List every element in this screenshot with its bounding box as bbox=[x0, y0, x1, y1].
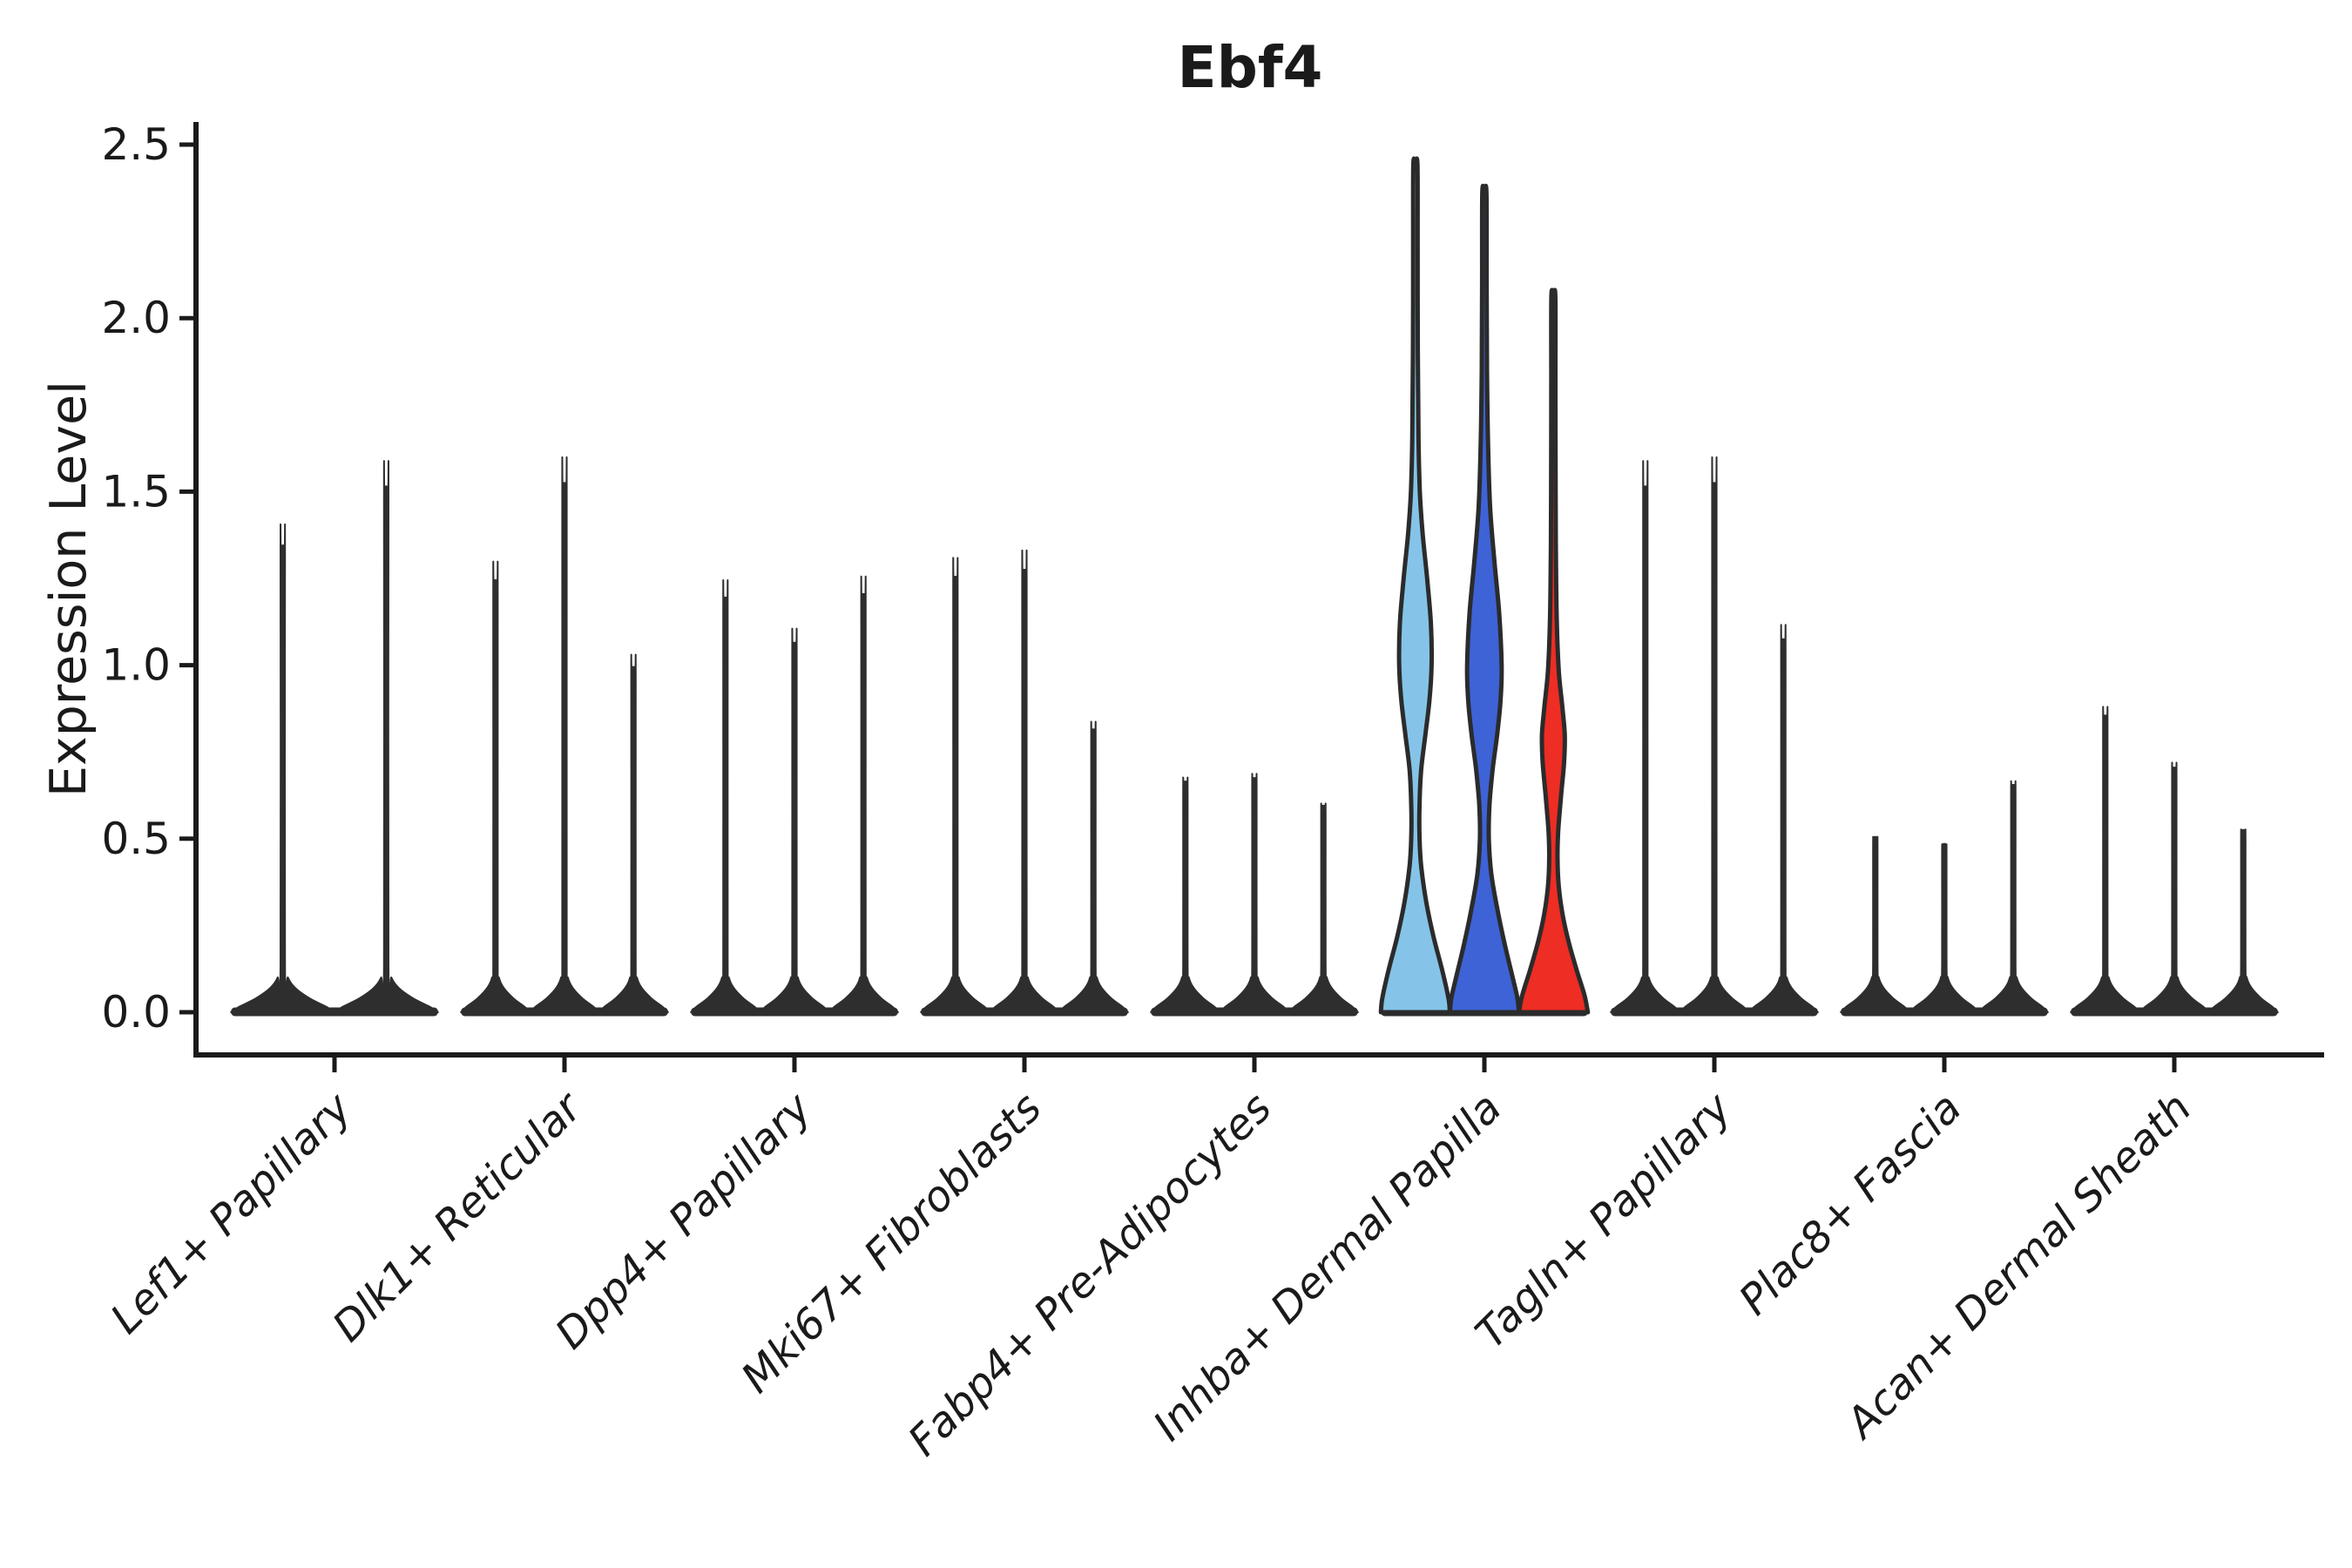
violin-2-of-fabp4 bbox=[1219, 773, 1290, 1013]
x-tick-label: Plac8+ Fascia bbox=[1730, 1084, 1971, 1325]
violin-2-of-dlk1 bbox=[529, 456, 600, 1013]
violin-1-of-tagln bbox=[1610, 460, 1681, 1013]
violin-1-of-acan bbox=[2070, 706, 2141, 1013]
y-tick-label: 0.5 bbox=[101, 814, 171, 864]
violin-2-of-dpp4 bbox=[759, 627, 830, 1013]
y-tick-label: 2.0 bbox=[101, 293, 171, 343]
violin-2-of-plac8 bbox=[1909, 842, 1980, 1013]
violin-2-of-lef1 bbox=[334, 460, 439, 1013]
violin-3-of-inhba bbox=[1517, 287, 1591, 1015]
violin-3-of-mki67 bbox=[1058, 720, 1129, 1013]
x-tick-label: Dlk1+ Reticular bbox=[323, 1082, 593, 1352]
violin-3-of-dlk1 bbox=[598, 653, 669, 1013]
y-axis-title: Expression Level bbox=[40, 381, 98, 797]
violin-3-of-dpp4 bbox=[828, 576, 899, 1013]
chart-title: Ebf4 bbox=[1178, 34, 1323, 101]
y-tick-label: 0.0 bbox=[101, 987, 171, 1037]
x-tick-label: Tagln+ Papillary bbox=[1466, 1083, 1741, 1358]
violin-1-of-dpp4 bbox=[690, 579, 761, 1013]
y-tick-label: 1.0 bbox=[101, 640, 171, 691]
violin-2-of-tagln bbox=[1679, 456, 1750, 1013]
x-tick-label: Fabp4+ Pre-Adipocytes bbox=[899, 1084, 1281, 1466]
violin-2-of-inhba bbox=[1447, 183, 1522, 1015]
violin-3-of-fabp4 bbox=[1288, 802, 1359, 1013]
violin-1-of-fabp4 bbox=[1150, 776, 1221, 1013]
violin-1-of-lef1 bbox=[230, 523, 335, 1013]
x-tick-label: Lef1+ Papillary bbox=[101, 1083, 362, 1343]
violin-1-of-inhba bbox=[1378, 156, 1452, 1015]
violin-3-of-acan bbox=[2207, 828, 2279, 1013]
violin-1-of-mki67 bbox=[920, 557, 991, 1013]
violin-2-of-acan bbox=[2139, 761, 2210, 1013]
x-tick-label: Dpp4+ Papillary bbox=[546, 1083, 821, 1358]
violin-3-of-plac8 bbox=[1977, 780, 2049, 1013]
violin-3-of-tagln bbox=[1747, 624, 1819, 1013]
y-tick-label: 2.5 bbox=[101, 119, 171, 170]
violin-2-of-mki67 bbox=[989, 550, 1060, 1013]
violin-1-of-plac8 bbox=[1840, 835, 1911, 1013]
y-tick-label: 1.5 bbox=[101, 466, 171, 517]
violin-1-of-dlk1 bbox=[460, 560, 531, 1013]
